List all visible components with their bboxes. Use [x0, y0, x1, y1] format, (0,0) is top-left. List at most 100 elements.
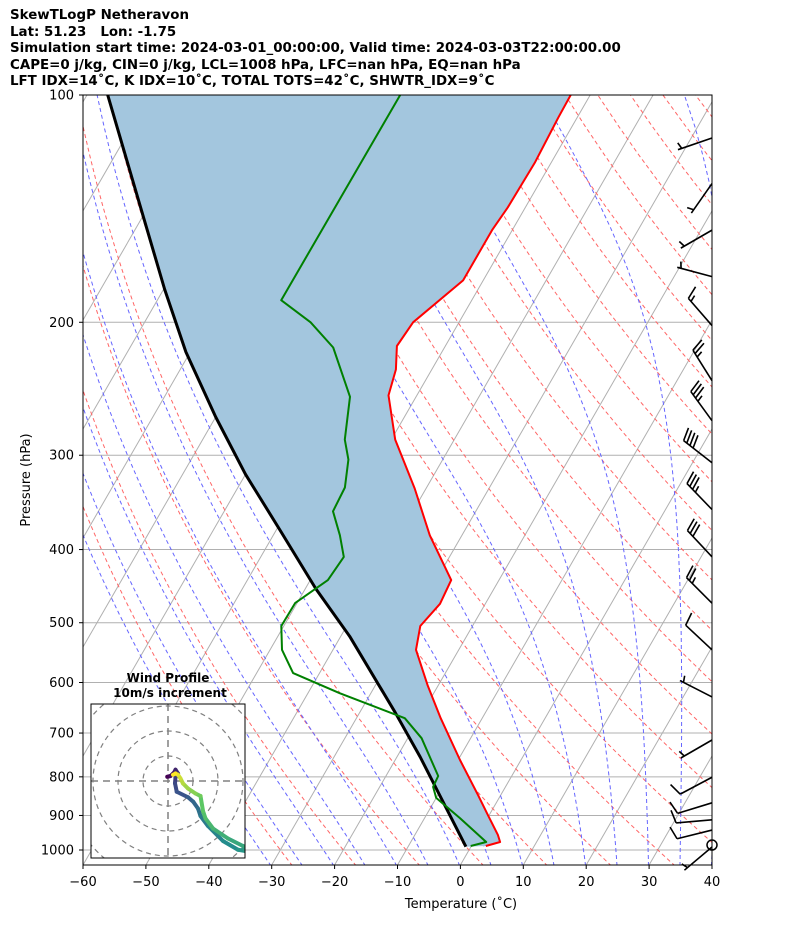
- isotherm-line: [208, 95, 654, 865]
- wind-barb: [682, 427, 713, 464]
- dry-adiabat: [83, 264, 420, 865]
- barb-staff: [685, 624, 713, 651]
- wind-barb: [685, 565, 713, 604]
- dry-adiabat: [728, 95, 794, 866]
- title-convective-params: CAPE=0 j/kg, CIN=0 j/kg, LCL=1008 hPa, L…: [10, 57, 521, 73]
- x-tick-label: 20: [578, 875, 595, 890]
- barb-full-feather: [688, 568, 697, 581]
- dry-adiabat: [83, 505, 293, 865]
- barb-half-feather: [678, 750, 685, 757]
- moist-adiabat: [96, 95, 460, 865]
- hodograph-segment: [198, 794, 205, 813]
- parcel-profile-line: [106, 95, 468, 848]
- wind-barb: [687, 286, 713, 327]
- barb-half-feather: [686, 206, 694, 211]
- barb-staff: [680, 739, 713, 759]
- wind-barb: [677, 261, 713, 278]
- hodograph-segment: [211, 826, 230, 841]
- barb-full-feather: [684, 612, 693, 626]
- x-tick-label: −30: [258, 875, 285, 890]
- x-tick-label: 10: [515, 875, 532, 890]
- barb-staff: [679, 776, 713, 795]
- barb-full-feather: [692, 339, 703, 351]
- dry-adiabat: [238, 95, 712, 789]
- y-axis-label: Pressure (hPa): [19, 433, 34, 526]
- barb-full-feather: [670, 810, 677, 824]
- wind-barb: [686, 183, 713, 214]
- title-times: Simulation start time: 2024-03-01_00:00:…: [10, 41, 621, 57]
- barb-staff: [690, 391, 713, 422]
- hodograph-title: Wind Profile: [127, 671, 210, 685]
- barb-full-feather: [692, 524, 701, 537]
- hodograph-segment: [226, 836, 245, 848]
- y-tick-label: 700: [49, 727, 74, 742]
- wind-barb: [669, 826, 713, 840]
- barb-full-feather: [682, 427, 690, 441]
- barb-full-feather: [694, 342, 705, 355]
- y-tick-label: 800: [49, 770, 74, 785]
- barb-full-feather: [669, 801, 679, 814]
- moist-adiabat: [83, 333, 366, 865]
- moist-adiabat: [83, 405, 334, 865]
- hodograph-subtitle: 10m/s increment: [113, 686, 227, 700]
- barb-full-feather: [686, 471, 695, 484]
- hodograph-frame: [90, 703, 246, 859]
- barb-staff: [676, 818, 713, 824]
- profile-lines: [106, 95, 572, 848]
- barb-half-feather: [690, 295, 696, 302]
- barb-half-feather: [682, 675, 686, 683]
- dry-adiabat: [271, 95, 712, 735]
- dry-adiabat: [304, 95, 712, 683]
- barb-full-feather: [690, 380, 700, 393]
- isotherm-line: [83, 95, 88, 103]
- hodograph: [91, 704, 245, 858]
- barb-staff: [690, 183, 713, 214]
- barb-full-feather: [692, 383, 702, 396]
- dry-adiabat: [173, 95, 675, 865]
- barb-half-feather: [677, 142, 683, 149]
- wind-barb: [681, 846, 713, 871]
- wind-barb: [678, 739, 713, 759]
- temperature-line: [387, 95, 572, 847]
- dry-adiabat: [597, 95, 712, 251]
- wind-barb: [692, 339, 713, 382]
- barb-staff: [686, 483, 713, 511]
- wind-barb: [677, 137, 713, 151]
- moist-adiabat: [541, 95, 683, 865]
- moist-adiabat: [259, 95, 586, 865]
- dry-adiabat: [532, 95, 712, 342]
- barb-staff: [683, 439, 713, 464]
- x-tick-label: −60: [69, 875, 96, 890]
- dry-adiabat: [83, 388, 357, 865]
- dry-adiabat: [336, 95, 712, 631]
- wind-barb: [669, 801, 713, 815]
- x-tick-label: −20: [321, 875, 348, 890]
- barb-staff: [685, 577, 713, 604]
- barb-full-feather: [686, 518, 695, 531]
- y-tick-label: 600: [49, 676, 74, 691]
- barb-full-feather: [670, 783, 681, 795]
- isotherm-line: [397, 318, 712, 865]
- dry-adiabat: [369, 95, 712, 581]
- barb-full-feather: [686, 430, 693, 444]
- barb-full-feather: [689, 432, 696, 446]
- x-tick-label: −10: [384, 875, 411, 890]
- barb-staff: [677, 266, 713, 278]
- x-tick-label: 40: [704, 875, 721, 890]
- barb-full-feather: [687, 286, 697, 299]
- dry-adiabat: [695, 95, 712, 118]
- moist-adiabat: [420, 95, 649, 865]
- barb-half-feather: [681, 863, 688, 869]
- barb-full-feather: [685, 565, 694, 579]
- barb-staff: [692, 349, 713, 382]
- x-tick-label: 0: [456, 875, 464, 890]
- x-tick-label: 30: [641, 875, 658, 890]
- moist-adiabat: [83, 471, 303, 865]
- dry-adiabat: [564, 95, 712, 296]
- barb-staff: [676, 829, 713, 840]
- hodograph-segment: [221, 839, 240, 852]
- hodograph-segment: [203, 816, 215, 831]
- barb-half-feather: [694, 485, 700, 493]
